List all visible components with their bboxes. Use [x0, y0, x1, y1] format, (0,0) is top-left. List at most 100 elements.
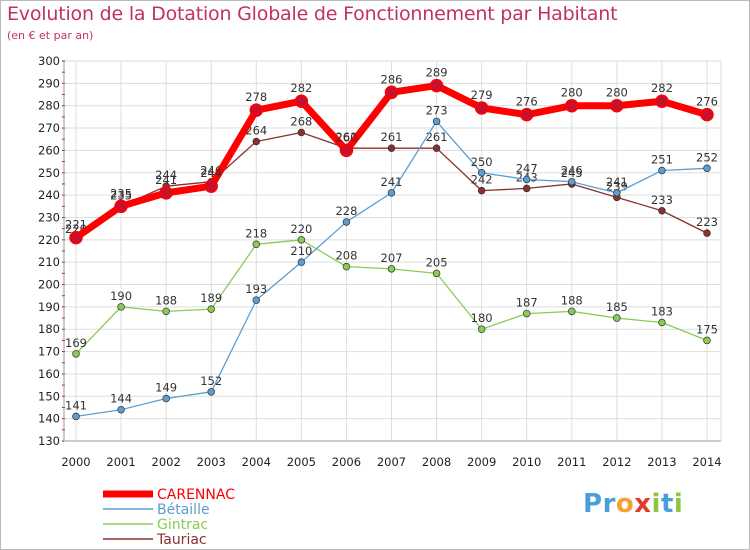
data-label-bétaille: 149: [155, 381, 177, 395]
data-label-bétaille: 241: [381, 175, 403, 189]
data-label-gintrac: 180: [471, 311, 493, 325]
data-label-tauriac: 264: [245, 123, 267, 137]
data-point-bétaille: [658, 166, 666, 175]
data-point-tauriac: [477, 186, 486, 195]
data-point-tauriac: [252, 137, 261, 146]
data-point-gintrac: [117, 303, 125, 311]
data-label-bétaille: 252: [696, 150, 718, 164]
data-label-carennac: 282: [290, 81, 312, 95]
x-tick-label: 2001: [106, 455, 135, 469]
legend-label-tauriac: Tauriac: [156, 532, 207, 548]
y-tick-label: 280: [38, 99, 60, 113]
data-point-bétaille: [342, 218, 351, 226]
data-point-gintrac: [162, 307, 170, 316]
data-point-carennac: [69, 230, 83, 245]
logo-letter: P: [583, 489, 603, 519]
data-label-tauriac: 242: [471, 173, 493, 187]
y-tick-label: 270: [38, 121, 60, 135]
x-tick-label: 2003: [197, 455, 226, 469]
data-point-carennac: [474, 101, 489, 115]
data-point-carennac: [159, 186, 173, 200]
data-label-gintrac: 190: [110, 289, 132, 303]
x-tick-label: 2005: [287, 455, 316, 469]
x-tick-label: 2006: [332, 455, 361, 469]
y-tick-label: 250: [38, 166, 60, 180]
data-point-bétaille: [207, 388, 215, 396]
data-label-tauriac: 261: [381, 130, 403, 144]
data-point-bétaille: [613, 189, 621, 197]
chart-subtitle: (en € et par an): [7, 29, 94, 42]
chart-title: Evolution de la Dotation Globale de Fonc…: [7, 3, 618, 25]
data-label-gintrac: 183: [651, 305, 673, 319]
data-point-tauriac: [703, 229, 711, 237]
data-label-gintrac: 220: [290, 222, 312, 236]
data-label-carennac: 244: [200, 166, 222, 180]
data-label-bétaille: 251: [651, 153, 673, 167]
y-tick-label: 150: [38, 389, 60, 403]
data-label-bétaille: 144: [110, 392, 132, 406]
data-label-gintrac: 175: [696, 322, 718, 336]
data-point-bétaille: [432, 117, 441, 126]
data-point-carennac: [655, 94, 669, 108]
data-point-carennac: [519, 107, 534, 122]
data-label-gintrac: 185: [606, 300, 628, 314]
data-label-bétaille: 250: [471, 155, 493, 169]
data-point-gintrac: [252, 240, 261, 249]
logo-letter: t: [660, 489, 674, 519]
y-tick-label: 180: [38, 322, 60, 336]
data-label-tauriac: 245: [561, 166, 583, 180]
data-point-gintrac: [72, 350, 80, 358]
data-point-tauriac: [658, 207, 666, 215]
data-point-bétaille: [522, 175, 531, 184]
data-point-carennac: [429, 78, 444, 93]
data-label-tauriac: 233: [651, 193, 673, 207]
data-point-carennac: [249, 103, 264, 117]
data-point-carennac: [384, 85, 399, 100]
logo-letter: i: [673, 489, 684, 519]
data-label-gintrac: 189: [200, 291, 222, 305]
data-label-bétaille: 152: [200, 374, 222, 388]
data-label-gintrac: 188: [561, 293, 583, 307]
proxiti-logo: Proxiti: [583, 489, 683, 519]
data-label-gintrac: 205: [426, 255, 448, 269]
data-label-carennac: 221: [65, 218, 87, 232]
data-label-carennac: 278: [245, 90, 267, 104]
y-tick-label: 240: [38, 188, 60, 202]
data-label-carennac: 260: [335, 130, 357, 144]
data-label-tauriac: 244: [155, 168, 177, 182]
x-tick-label: 2013: [647, 455, 676, 469]
x-tick-label: 2014: [692, 455, 721, 469]
data-label-gintrac: 169: [65, 336, 87, 350]
data-point-bétaille: [117, 405, 125, 414]
data-point-carennac: [700, 107, 714, 122]
logo-letter: i: [651, 489, 661, 519]
data-label-bétaille: 210: [290, 244, 312, 258]
data-label-tauriac: 268: [290, 115, 312, 129]
data-point-carennac: [114, 199, 128, 214]
data-label-bétaille: 241: [606, 175, 628, 189]
data-point-gintrac: [297, 236, 306, 244]
x-tick-label: 2008: [422, 455, 451, 469]
data-label-bétaille: 246: [561, 164, 583, 178]
y-tick-label: 260: [38, 143, 60, 157]
data-label-carennac: 280: [606, 86, 628, 100]
data-point-carennac: [565, 98, 579, 113]
data-label-tauriac: 261: [426, 130, 448, 144]
legend-label-gintrac: Gintrac: [157, 517, 208, 533]
data-label-carennac: 280: [561, 86, 583, 100]
data-label-tauriac: 235: [110, 188, 132, 202]
data-label-gintrac: 207: [381, 251, 403, 265]
data-point-tauriac: [387, 144, 396, 152]
data-label-carennac: 282: [651, 81, 673, 95]
legend-label-bétaille: Bétaille: [157, 502, 210, 518]
y-tick-label: 300: [38, 54, 60, 68]
x-tick-label: 2010: [512, 455, 541, 469]
data-point-carennac: [204, 179, 218, 193]
plot-area: [64, 61, 721, 441]
data-point-bétaille: [703, 164, 711, 173]
data-label-carennac: 276: [696, 95, 718, 109]
y-tick-label: 170: [38, 345, 60, 359]
x-tick-label: 2000: [61, 455, 90, 469]
